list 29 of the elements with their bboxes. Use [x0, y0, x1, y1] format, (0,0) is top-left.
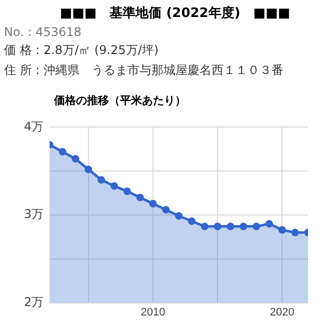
point	[252, 222, 260, 230]
point	[291, 228, 299, 236]
point	[98, 176, 106, 184]
point	[72, 155, 80, 163]
point	[188, 217, 196, 225]
point	[123, 188, 131, 196]
y-tick-label: 4万	[24, 119, 44, 134]
text: 住 所 : 沖縄県 うるま市与那城屋慶名西１１０３番	[4, 62, 284, 79]
point	[214, 222, 222, 230]
chart-subtitle: 価格の推移（平米あたり）	[54, 93, 187, 108]
point	[240, 222, 248, 230]
point	[226, 222, 234, 230]
point	[110, 182, 118, 190]
text: No. : 453618	[4, 25, 82, 39]
point	[58, 148, 66, 156]
chart-title: ■■■ 基準地価 (2022年度) ■■■	[58, 4, 292, 22]
point	[278, 226, 286, 234]
point	[265, 220, 273, 228]
point	[162, 206, 170, 214]
x-tick-label: 2010	[140, 306, 166, 318]
point	[84, 166, 92, 174]
y-tick-label: 3万	[24, 207, 44, 222]
x-tick-label: 2020	[270, 306, 294, 318]
text: 価 格 : 2.8万/㎡ (9.25万/坪)	[4, 42, 160, 59]
point	[136, 194, 144, 202]
point	[149, 200, 157, 208]
y-tick-label: 2万	[24, 294, 44, 309]
point	[175, 212, 183, 220]
point	[200, 222, 208, 230]
